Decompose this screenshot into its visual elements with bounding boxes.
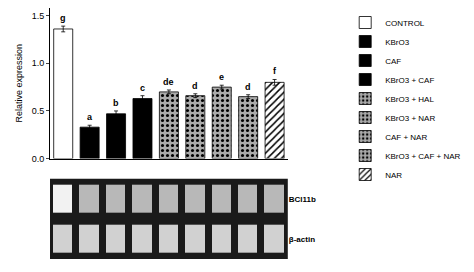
svg-text:g: g — [60, 13, 66, 23]
svg-text:e: e — [219, 72, 224, 82]
svg-text:KBrO3 + NAR: KBrO3 + NAR — [385, 114, 435, 123]
svg-text:d: d — [245, 82, 251, 92]
svg-text:β-actin: β-actin — [289, 235, 315, 244]
svg-text:1.0: 1.0 — [32, 58, 45, 68]
svg-text:0.5: 0.5 — [32, 106, 45, 116]
svg-text:a: a — [87, 112, 93, 122]
svg-text:f: f — [273, 66, 277, 76]
svg-text:KBrO3 + CAF + NAR: KBrO3 + CAF + NAR — [385, 152, 460, 161]
svg-text:Relative expression: Relative expression — [14, 44, 24, 123]
svg-text:0.0: 0.0 — [32, 154, 45, 164]
svg-text:BCl11b: BCl11b — [289, 195, 316, 204]
svg-text:CONTROL: CONTROL — [385, 19, 425, 28]
svg-text:b: b — [113, 98, 119, 108]
svg-text:KBrO3 + CAF: KBrO3 + CAF — [385, 76, 434, 85]
svg-text:CAF: CAF — [385, 57, 401, 66]
svg-text:KBrO3: KBrO3 — [385, 38, 410, 47]
svg-text:NAR: NAR — [385, 171, 402, 180]
svg-text:de: de — [163, 77, 174, 87]
svg-text:d: d — [192, 81, 198, 91]
svg-text:KBrO3 + HAL: KBrO3 + HAL — [385, 95, 434, 104]
svg-text:1.5: 1.5 — [32, 11, 45, 21]
svg-text:CAF + NAR: CAF + NAR — [385, 133, 427, 142]
svg-text:c: c — [140, 83, 145, 93]
